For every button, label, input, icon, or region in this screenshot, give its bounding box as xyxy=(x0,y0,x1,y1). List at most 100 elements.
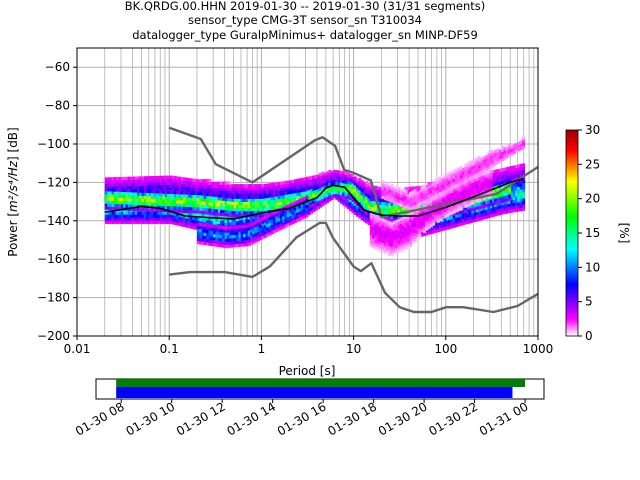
density-cell xyxy=(468,216,472,221)
density-cell xyxy=(503,167,507,171)
density-cell xyxy=(206,208,210,212)
density-cell xyxy=(157,188,161,192)
density-cell xyxy=(330,185,334,189)
density-cell xyxy=(206,205,210,209)
density-cell xyxy=(323,182,327,187)
density-cell xyxy=(176,194,180,198)
density-cell xyxy=(510,203,514,207)
density-cell xyxy=(123,191,127,196)
density-cell xyxy=(160,175,164,180)
density-cell xyxy=(319,182,323,187)
density-cell xyxy=(238,214,242,218)
density-cell xyxy=(448,225,452,229)
density-cell xyxy=(213,199,217,203)
density-cell xyxy=(475,208,479,213)
density-cell xyxy=(298,192,302,196)
density-cell xyxy=(240,201,244,206)
density-cell xyxy=(275,182,279,186)
density-cell xyxy=(229,215,233,220)
density-cell xyxy=(256,201,260,206)
density-cell xyxy=(473,218,477,222)
density-cell xyxy=(130,204,134,208)
density-cell xyxy=(519,167,523,171)
density-cell xyxy=(270,194,274,198)
density-cell xyxy=(153,182,157,186)
density-cell xyxy=(111,203,115,207)
density-cell xyxy=(379,187,383,191)
density-cell xyxy=(155,179,159,183)
density-cell xyxy=(201,201,205,205)
density-cell xyxy=(197,204,201,208)
density-cell xyxy=(252,218,256,222)
density-cell xyxy=(406,190,410,194)
density-cell xyxy=(273,202,277,207)
density-cell xyxy=(171,215,175,219)
density-cell xyxy=(180,180,184,184)
density-cell xyxy=(362,218,366,222)
density-cell xyxy=(104,211,108,215)
density-cell xyxy=(261,187,265,191)
density-cell xyxy=(522,182,526,187)
density-cell xyxy=(192,216,196,220)
density-cell xyxy=(362,212,366,216)
density-cell xyxy=(300,187,304,191)
density-cell xyxy=(300,188,304,193)
density-cell xyxy=(173,221,177,225)
plot-area: 0.01 0.1 1 10 100 1000 −200−180−160−140−120−1… xyxy=(37,47,553,356)
density-cell xyxy=(169,214,173,218)
density-cell xyxy=(339,191,343,196)
density-cell xyxy=(148,195,152,200)
density-cell xyxy=(231,201,235,205)
density-cell xyxy=(150,199,154,203)
density-cell xyxy=(406,186,410,191)
density-cell xyxy=(226,204,230,208)
density-cell xyxy=(250,204,254,209)
density-cell xyxy=(217,220,221,225)
density-cell xyxy=(443,217,447,222)
density-cell xyxy=(466,220,470,224)
density-cell xyxy=(187,184,191,188)
density-cell xyxy=(150,196,154,200)
density-cell xyxy=(111,186,115,190)
density-cell xyxy=(328,179,332,183)
density-cell xyxy=(171,193,175,198)
density-cell xyxy=(190,187,194,191)
density-cell xyxy=(335,194,339,198)
density-cell xyxy=(487,205,491,209)
density-cell xyxy=(328,195,332,200)
density-cell xyxy=(282,187,286,191)
density-cell xyxy=(445,226,449,230)
density-cell xyxy=(146,189,150,193)
density-cell xyxy=(162,178,166,183)
density-cell xyxy=(496,169,500,173)
density-cell xyxy=(123,188,127,192)
density-cell xyxy=(153,199,157,203)
density-cell xyxy=(167,202,171,207)
density-cell xyxy=(519,170,523,174)
density-cell xyxy=(162,217,166,221)
density-cell xyxy=(141,207,145,212)
density-cell xyxy=(132,211,136,215)
density-cell xyxy=(162,190,166,194)
density-cell xyxy=(157,175,161,180)
density-cell xyxy=(236,198,240,202)
density-cell xyxy=(206,213,210,218)
density-cell xyxy=(356,181,360,185)
density-cell xyxy=(137,214,141,218)
density-cell xyxy=(367,189,371,193)
density-cell xyxy=(130,214,134,218)
density-cell xyxy=(309,204,313,208)
density-cell xyxy=(268,186,272,190)
density-cell xyxy=(263,195,267,199)
density-cell xyxy=(139,195,143,199)
density-cell xyxy=(330,182,334,186)
density-cell xyxy=(132,182,136,186)
density-cell xyxy=(153,220,157,224)
density-cell xyxy=(273,205,277,210)
density-cell xyxy=(187,181,191,185)
density-cell xyxy=(326,199,330,203)
density-cell xyxy=(434,220,438,224)
density-cell xyxy=(176,182,180,186)
density-cell xyxy=(512,206,516,210)
density-cell xyxy=(111,191,115,195)
